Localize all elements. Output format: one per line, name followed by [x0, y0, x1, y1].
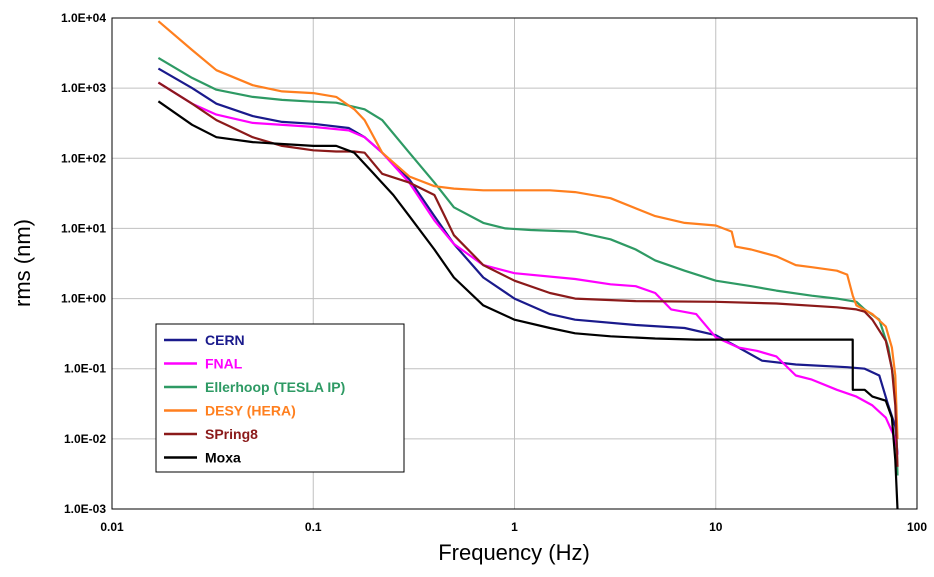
- series-line-fnal: [157, 81, 899, 455]
- x-axis-title: Frequency (Hz): [438, 540, 590, 565]
- legend-label-desy-hera: DESY (HERA): [205, 403, 296, 419]
- y-tick-label: 1.0E+03: [61, 81, 106, 95]
- y-tick-label: 1.0E-02: [64, 432, 106, 446]
- x-tick-label: 0.01: [100, 520, 124, 534]
- y-tick-label: 1.0E-01: [64, 362, 106, 376]
- x-tick-label: 0.1: [305, 520, 322, 534]
- legend-label-spring8: SPring8: [205, 426, 258, 442]
- x-tick-label: 100: [907, 520, 927, 534]
- series-lines: [157, 20, 899, 510]
- series-line-moxa: [157, 100, 899, 510]
- legend-label-ellerhoop-tesla-ip: Ellerhoop (TESLA IP): [205, 379, 345, 395]
- y-tick-label: 1.0E+01: [61, 221, 106, 235]
- x-tick-label: 1: [511, 520, 518, 534]
- legend-label-fnal: FNAL: [205, 356, 243, 372]
- x-tick-labels: 0.01 0.1 1 10 100: [100, 520, 927, 534]
- y-axis-title: rms (nm): [10, 219, 35, 307]
- y-tick-label: 1.0E+00: [61, 292, 106, 306]
- series-line-spring8: [157, 81, 899, 467]
- series-line-desy-hera: [157, 20, 899, 439]
- y-tick-label: 1.0E+02: [61, 151, 106, 165]
- series-line-ellerhoop-tesla-ip: [157, 56, 899, 476]
- y-tick-labels: 1.0E-03 1.0E-02 1.0E-01 1.0E+00 1.0E+01 1.0E+…: [61, 11, 106, 516]
- legend-label-cern: CERN: [205, 332, 245, 348]
- x-tick-label: 10: [709, 520, 723, 534]
- legend: CERN FNAL Ellerhoop (TESLA IP) DESY (HERA) S…: [155, 323, 405, 473]
- legend-box: [155, 323, 405, 473]
- legend-label-moxa: Moxa: [205, 450, 241, 466]
- y-tick-label: 1.0E+04: [61, 11, 106, 25]
- y-tick-label: 1.0E-03: [64, 502, 106, 516]
- plot-frame: [111, 17, 918, 510]
- series-line-cern: [157, 67, 899, 455]
